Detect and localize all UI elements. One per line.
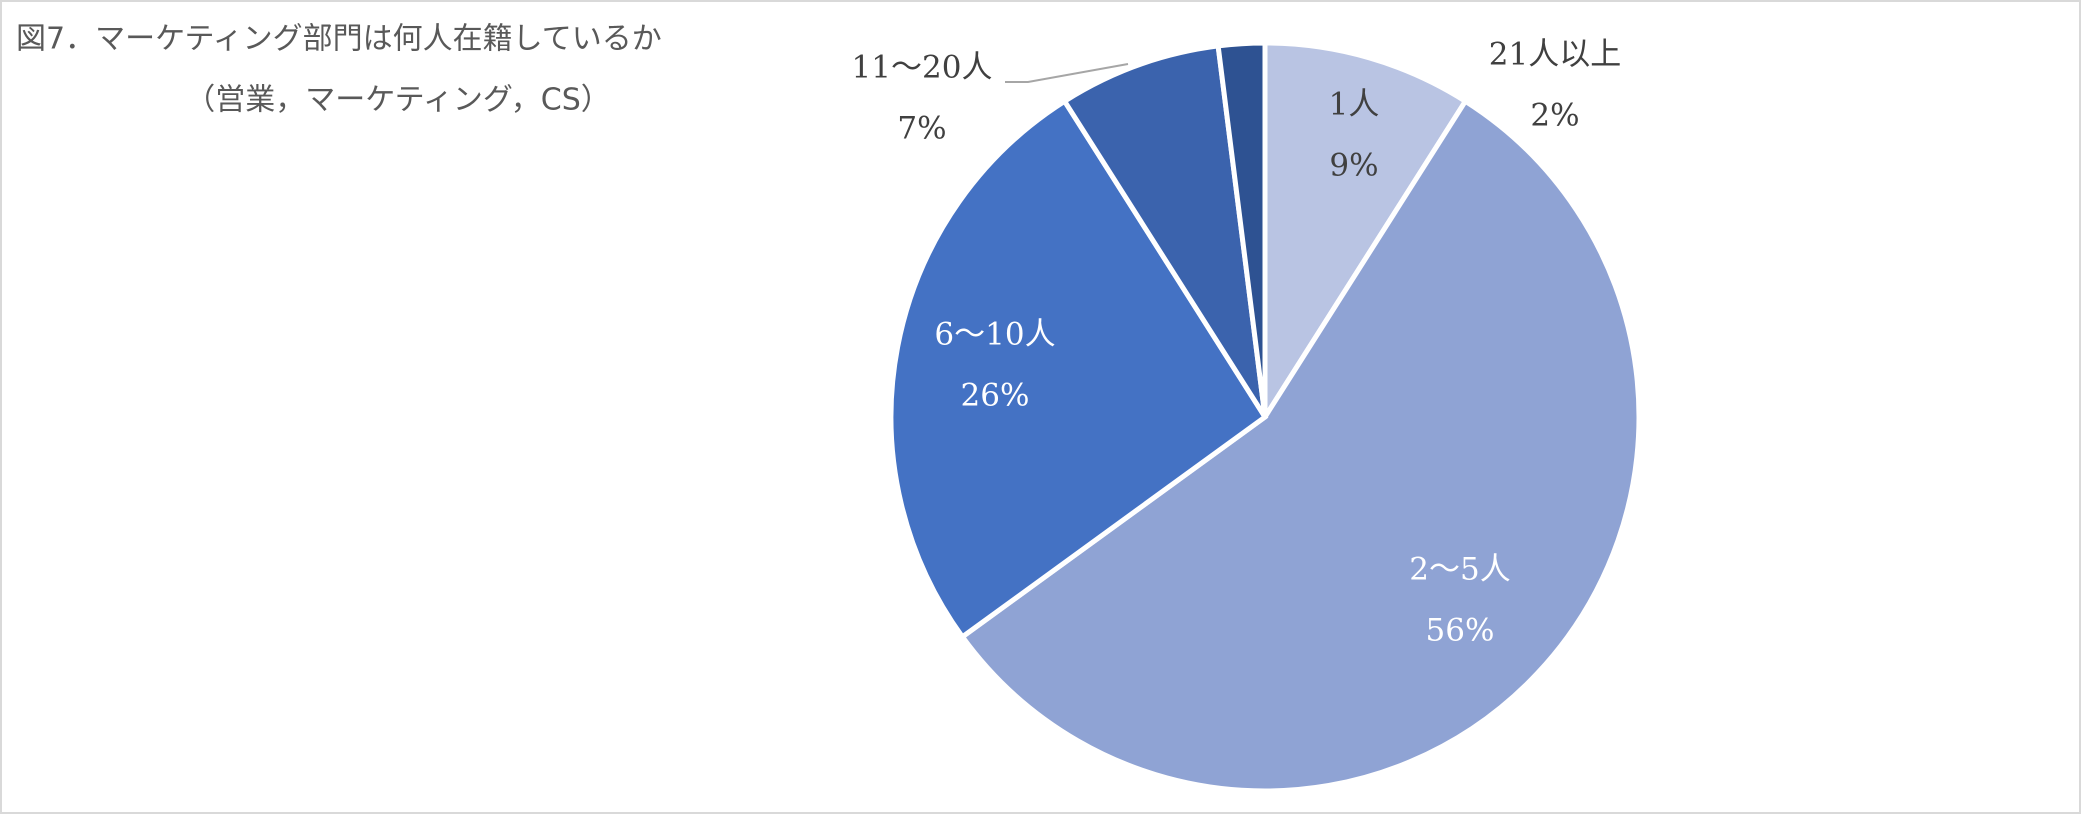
slice-value-label: 9% <box>1329 148 1378 184</box>
slice-category-label: 21人以上 <box>1489 37 1621 73</box>
slice-value-label: 7% <box>897 111 946 147</box>
pie-slice <box>1061 43 1268 419</box>
chart-title: 図7．マーケティング部門は何人在籍しているか <box>16 22 662 57</box>
pie-slice <box>888 97 1269 641</box>
slice-value-label: 26% <box>961 378 1030 414</box>
slice-category-label: 11〜20人 <box>852 50 993 86</box>
slice-category-label: 6〜10人 <box>934 317 1055 353</box>
slice-category-label: 1人 <box>1329 87 1380 123</box>
leader-line <box>1005 63 1129 83</box>
slice-value-label: 56% <box>1426 613 1495 649</box>
pie-slice <box>958 97 1642 794</box>
chart-subtitle: （営業，マーケティング，CS） <box>185 83 611 118</box>
slice-value-label: 2% <box>1530 98 1579 134</box>
slice-category-label: 2〜5人 <box>1409 552 1510 588</box>
pie-slice <box>1262 40 1469 426</box>
pie-slice <box>1215 40 1268 418</box>
